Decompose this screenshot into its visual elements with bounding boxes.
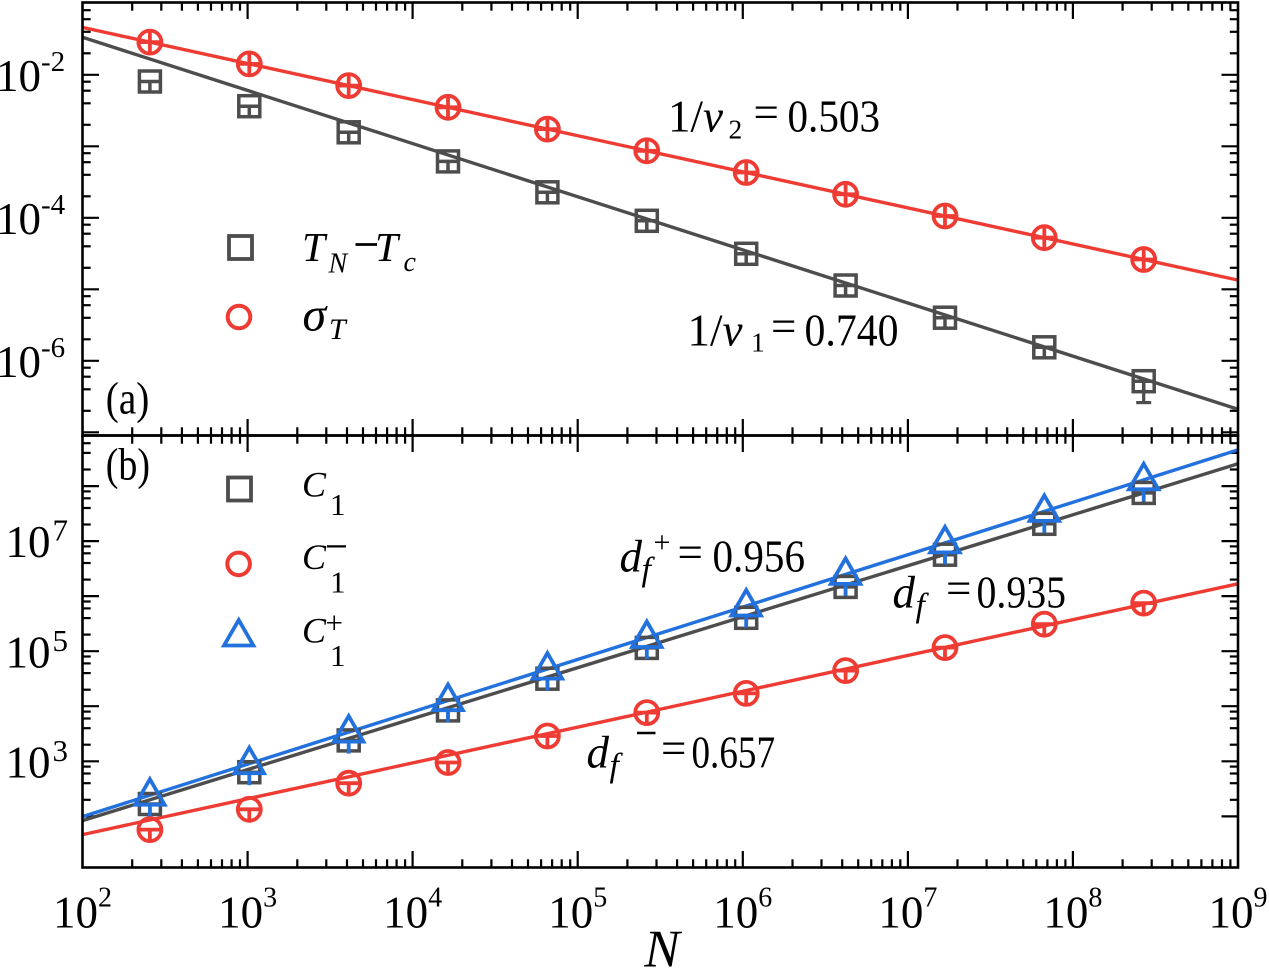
svg-text:+: + bbox=[326, 605, 343, 640]
svg-text:=: = bbox=[771, 301, 796, 351]
svg-text:T: T bbox=[375, 224, 401, 270]
svg-text:103: 103 bbox=[6, 733, 69, 788]
svg-text:σ: σ bbox=[303, 289, 329, 342]
svg-text:1: 1 bbox=[751, 327, 765, 358]
svg-text:1: 1 bbox=[330, 638, 346, 673]
svg-text:0.657: 0.657 bbox=[692, 728, 776, 778]
svg-text:N: N bbox=[328, 248, 349, 279]
svg-text:d: d bbox=[893, 567, 916, 617]
svg-text:c: c bbox=[404, 247, 417, 278]
svg-text:103: 103 bbox=[218, 883, 277, 938]
svg-text:d: d bbox=[587, 728, 610, 778]
svg-text:0.503: 0.503 bbox=[788, 91, 881, 141]
svg-text:0.956: 0.956 bbox=[713, 532, 806, 582]
svg-text:C: C bbox=[302, 537, 327, 577]
svg-text:0.935: 0.935 bbox=[977, 567, 1067, 617]
svg-text:T: T bbox=[302, 224, 328, 270]
svg-text:10-2: 10-2 bbox=[0, 46, 65, 101]
svg-text:0.740: 0.740 bbox=[805, 305, 899, 355]
svg-text:=: = bbox=[946, 563, 971, 613]
svg-text:=: = bbox=[661, 724, 686, 774]
svg-text:=: = bbox=[754, 87, 779, 137]
svg-text:2: 2 bbox=[729, 114, 743, 145]
svg-text:1: 1 bbox=[330, 487, 346, 522]
svg-text:N: N bbox=[643, 920, 682, 969]
svg-text:+: + bbox=[654, 526, 671, 559]
svg-text:d: d bbox=[620, 532, 643, 582]
svg-text:(b): (b) bbox=[106, 440, 150, 490]
svg-text:=: = bbox=[678, 528, 703, 578]
svg-text:1/: 1/ bbox=[668, 91, 704, 141]
svg-text:T: T bbox=[329, 313, 348, 346]
svg-text:1/: 1/ bbox=[688, 305, 724, 355]
svg-text:C: C bbox=[302, 464, 327, 504]
svg-text:C: C bbox=[302, 611, 327, 651]
svg-text:1: 1 bbox=[330, 564, 346, 599]
svg-text:(a): (a) bbox=[106, 373, 150, 423]
svg-text:ν: ν bbox=[723, 305, 743, 355]
svg-text:ν: ν bbox=[703, 91, 723, 141]
